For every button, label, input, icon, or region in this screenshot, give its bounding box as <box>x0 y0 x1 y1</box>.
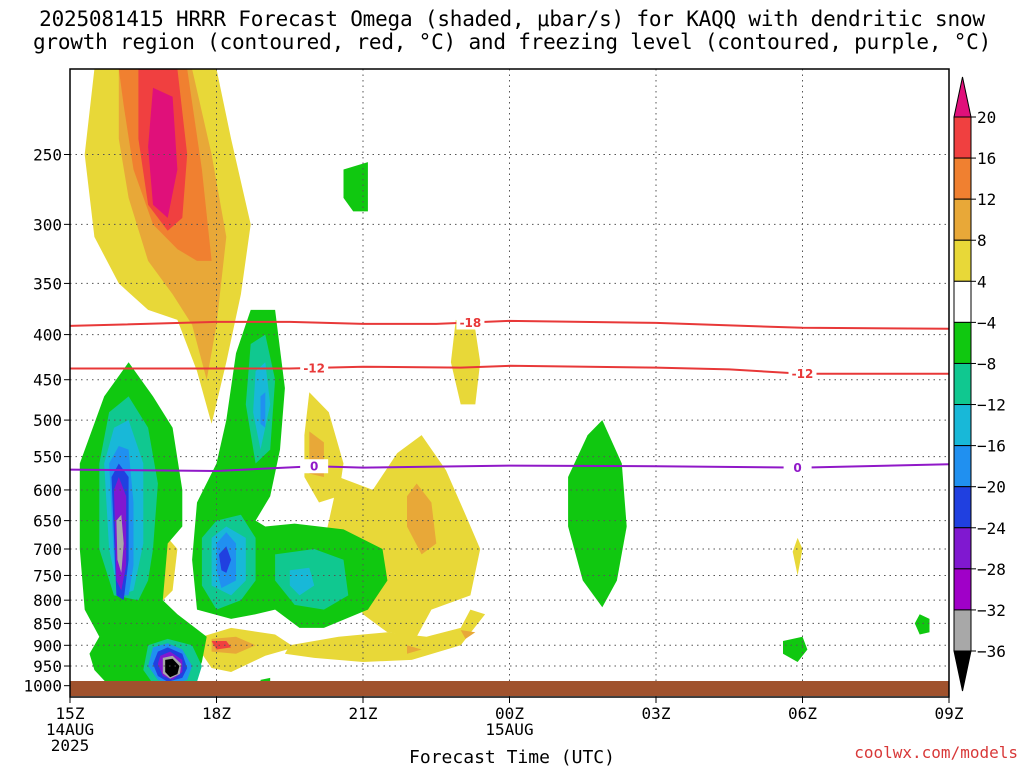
colorbar-label: 12 <box>977 190 996 209</box>
colorbar-box-5 <box>953 321 972 364</box>
y-axis-ticks: 250 300 350 400 450 500 550 600 650 700 750 800 850 9… <box>23 145 70 696</box>
y-tick-label-900: 900 <box>33 636 62 655</box>
x-tick-label: 15AUG <box>485 720 533 739</box>
colorbar-label: 8 <box>977 231 987 250</box>
colorbar-box-2 <box>953 198 972 241</box>
colorbar-label: −24 <box>977 519 1006 538</box>
x-axis-label: Forecast Time (UTC) <box>409 747 615 768</box>
contour-label-bg <box>300 360 329 375</box>
contour-label--18: -18 <box>460 316 482 330</box>
x-tick-label: 15Z <box>56 704 85 723</box>
colorbar-box-7 <box>953 404 972 447</box>
contour-label--12: -12 <box>792 367 814 381</box>
y-tick-label-1000: 1000 <box>23 677 62 696</box>
contour-label-bg <box>783 460 812 475</box>
omega-region-30 <box>165 658 180 678</box>
contour-line--12 <box>70 364 949 375</box>
colorbar-box-6 <box>953 362 972 406</box>
colorbar-top-arrow <box>953 76 972 118</box>
colorbar-box-11 <box>953 568 972 611</box>
y-tick-label-500: 500 <box>33 411 62 430</box>
contour-label-0: 0 <box>793 461 801 475</box>
y-tick-label-300: 300 <box>33 215 62 234</box>
y-tick-label-600: 600 <box>33 481 62 500</box>
grid-lines <box>69 69 950 697</box>
omega-region-12 <box>450 319 481 405</box>
colorbar-box-9 <box>953 486 972 529</box>
y-tick-label-550: 550 <box>33 448 62 467</box>
omega-region-10 <box>407 645 422 654</box>
colorbar-box-10 <box>953 527 972 570</box>
contour-label-bg <box>300 459 329 474</box>
colorbar-box-8 <box>953 445 972 488</box>
colorbar-label: 20 <box>977 108 996 127</box>
omega-region-4 <box>148 87 178 218</box>
omega-region-8 <box>407 483 437 555</box>
chart-title-line-1: 2025081415 HRRR Forecast Omega (shaded, … <box>39 7 985 31</box>
ground-surface <box>70 681 949 696</box>
omega-region-11 <box>460 630 476 639</box>
contour-line--18 <box>70 319 949 330</box>
x-tick-label: 03Z <box>642 704 671 723</box>
colorbar-box-12 <box>953 609 972 652</box>
colorbar-label: −28 <box>977 560 1006 579</box>
omega-region-40 <box>289 567 315 596</box>
contour-line-0 <box>70 463 949 473</box>
omega-region-5 <box>304 392 344 503</box>
x-tick-label: 2025 <box>51 736 90 755</box>
chart-title-line-2: growth region (contoured, red, °C) and f… <box>32 30 992 54</box>
colorbar-box-3 <box>953 239 972 282</box>
colorbar-box-1 <box>953 157 972 200</box>
colorbar-label: −16 <box>977 437 1006 456</box>
omega-region-43 <box>783 636 808 662</box>
x-tick-label: 21Z <box>349 704 378 723</box>
credit-link[interactable]: coolwx.com/models <box>854 743 1018 762</box>
colorbar-label: 16 <box>977 149 996 168</box>
x-tick-label: 00Z <box>495 704 524 723</box>
y-tick-label-800: 800 <box>33 591 62 610</box>
omega-region-38 <box>218 546 232 573</box>
omega-region-44 <box>914 614 930 635</box>
chart-title: 2025081415 HRRR Forecast Omega (shaded, … <box>0 8 1024 54</box>
omega-region-24 <box>116 514 124 573</box>
colorbar-label: −8 <box>977 354 996 373</box>
y-tick-label-450: 450 <box>33 371 62 390</box>
x-tick-label: 06Z <box>788 704 817 723</box>
omega-region-9 <box>284 609 486 662</box>
contour-label--12: -12 <box>303 361 325 375</box>
x-tick-label: 14AUG <box>46 720 94 739</box>
x-tick-label: 09Z <box>935 704 964 723</box>
colorbar-bottom-arrow <box>953 650 972 692</box>
omega-region-15 <box>211 636 256 654</box>
omega-region-34 <box>260 392 266 428</box>
colorbar-label: −32 <box>977 601 1006 620</box>
y-tick-label-250: 250 <box>33 145 62 164</box>
colorbar-label: −12 <box>977 396 1006 415</box>
colorbar: 20 16 12 8 4 −4 −8 −12 −16 −20 −24 −28 −32 −36 <box>953 76 1006 692</box>
y-tick-label-850: 850 <box>33 614 62 633</box>
temperature-contours: -18 -12 -12 0 0 <box>70 315 949 475</box>
contour-label-bg <box>788 366 817 381</box>
y-tick-label-750: 750 <box>33 566 62 585</box>
contour-label-bg <box>456 315 485 330</box>
colorbar-box-0 <box>953 116 972 159</box>
omega-region-17 <box>792 537 803 576</box>
colorbar-label: −36 <box>977 642 1006 661</box>
y-tick-label-950: 950 <box>33 657 62 676</box>
contour-label-0: 0 <box>310 460 318 474</box>
colorbar-label: 4 <box>977 272 987 291</box>
colorbar-box-4 <box>953 280 972 323</box>
x-tick-label: 18Z <box>202 704 231 723</box>
y-tick-label-650: 650 <box>33 512 62 531</box>
colorbar-label: −20 <box>977 478 1006 497</box>
y-tick-label-700: 700 <box>33 540 62 559</box>
y-tick-label-350: 350 <box>33 274 62 293</box>
y-tick-label-400: 400 <box>33 326 62 345</box>
colorbar-label: −4 <box>977 313 996 332</box>
omega-region-41 <box>343 162 368 212</box>
